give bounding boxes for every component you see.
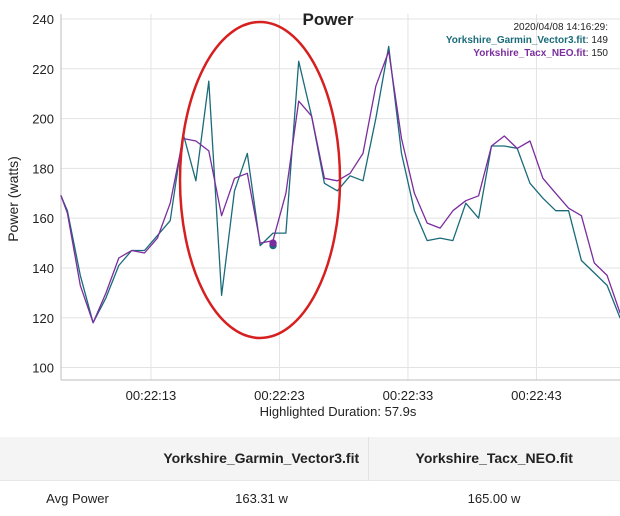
axis-layer: 100 120 140 160 180 200 220 240 00:22:13 00:22:23… (32, 12, 620, 403)
chart-svg: 100 120 140 160 180 200 220 240 00:22:13 00:22:23… (5, 10, 620, 419)
legend: 2020/04/08 14:16:29: Yorkshire_Garmin_Ve… (446, 22, 609, 59)
y-tick-label: 240 (32, 12, 54, 27)
series-line-garmin (60, 45, 620, 324)
series-layer (60, 45, 620, 324)
x-tick-label: 00:22:23 (254, 388, 305, 403)
highlight-marker-tacx (269, 239, 277, 247)
legend-name-garmin: Yorkshire_Garmin_Vector3.fit (446, 35, 587, 46)
x-tick-label: 00:22:13 (126, 388, 177, 403)
legend-value-garmin: 149 (591, 35, 608, 46)
table-row: Avg Power 163.31 w 165.00 w (0, 479, 620, 516)
legend-timestamp: 2020/04/08 14:16:29: (513, 22, 608, 33)
y-tick-label: 220 (32, 62, 54, 77)
metric-avg-power-garmin: 163.31 w (155, 479, 368, 516)
legend-name-tacx: Yorkshire_Tacx_NEO.fit (473, 48, 586, 59)
highlighted-duration: Highlighted Duration: 57.9s (260, 404, 417, 419)
table-header-row: Yorkshire_Garmin_Vector3.fit Yorkshire_T… (0, 437, 620, 480)
table-header-empty (0, 437, 155, 480)
legend-entry-garmin: Yorkshire_Garmin_Vector3.fit: 149 (446, 35, 609, 46)
annotation-layer (178, 20, 342, 340)
y-tick-label: 140 (32, 261, 54, 276)
legend-sep-garmin: : (586, 35, 592, 46)
legend-sep-tacx: : (586, 48, 592, 59)
chart-title: Power (302, 10, 353, 29)
y-axis-label: Power (watts) (5, 156, 21, 242)
x-tick-label: 00:22:33 (383, 388, 434, 403)
x-tick-label: 00:22:43 (511, 388, 562, 403)
metric-avg-power-label: Avg Power (0, 479, 155, 516)
y-tick-label: 120 (32, 311, 54, 326)
stats-table: Yorkshire_Garmin_Vector3.fit Yorkshire_T… (0, 437, 620, 516)
legend-value-tacx: 150 (591, 48, 608, 59)
series-line-tacx (60, 50, 620, 324)
table-header-garmin: Yorkshire_Garmin_Vector3.fit (163, 450, 360, 467)
table-header-tacx: Yorkshire_Tacx_NEO.fit (367, 437, 620, 480)
power-chart: 100 120 140 160 180 200 220 240 00:22:13 00:22:23… (5, 10, 620, 419)
highlight-ellipse (178, 20, 342, 340)
y-tick-label: 180 (32, 161, 54, 176)
y-tick-label: 160 (32, 211, 54, 226)
y-tick-label: 100 (32, 361, 54, 376)
y-tick-label: 200 (32, 112, 54, 127)
metric-avg-power-tacx: 165.00 w (368, 479, 620, 516)
legend-entry-tacx: Yorkshire_Tacx_NEO.fit: 150 (473, 48, 608, 59)
